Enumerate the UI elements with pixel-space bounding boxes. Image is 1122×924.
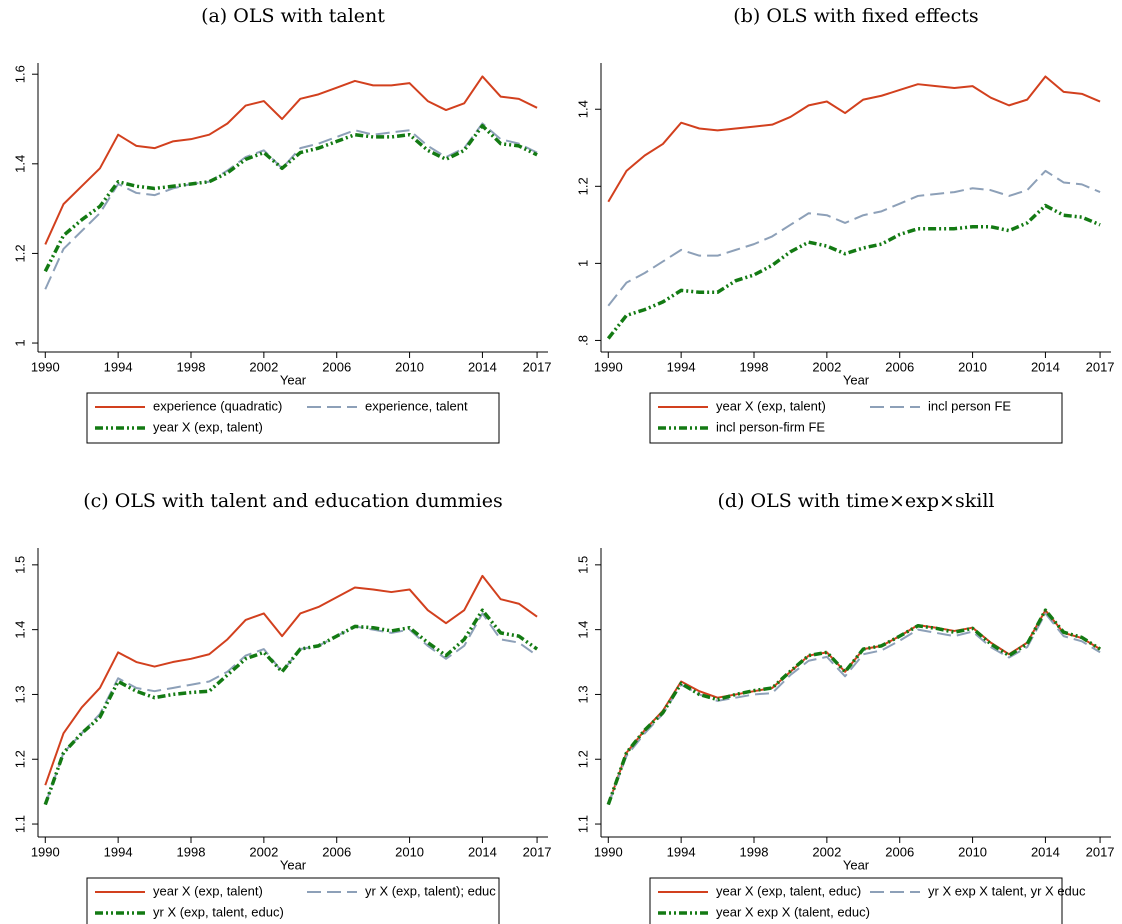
x-tick-label: 2006 — [885, 844, 914, 859]
legend-label: year X (exp, talent, educ) — [716, 883, 861, 898]
x-tick-label: 2014 — [1031, 359, 1060, 374]
series-line — [44, 574, 538, 786]
x-tick-label: 1994 — [667, 359, 696, 374]
y-tick-label: 1.3 — [12, 685, 27, 703]
x-axis-title: Year — [843, 372, 870, 387]
y-tick-label: 1 — [12, 339, 27, 346]
legend-box — [86, 392, 500, 444]
legend-label: yr X exp X talent, yr X educ — [928, 883, 1086, 898]
series-line — [44, 75, 538, 245]
x-tick-label: 1998 — [177, 844, 206, 859]
y-tick-label: 1 — [575, 260, 590, 267]
legend-label: yr X (exp, talent, educ) — [153, 904, 284, 919]
series-line — [606, 608, 1102, 806]
series-line — [606, 203, 1101, 340]
y-tick-label: .8 — [575, 335, 590, 346]
x-tick-label: 2002 — [812, 359, 841, 374]
panel-title: (b) OLS with fixed effects — [733, 5, 978, 27]
x-axis-title: Year — [280, 372, 307, 387]
x-tick-label: 2006 — [322, 359, 351, 374]
x-tick-label: 1990 — [31, 359, 60, 374]
legend-box — [86, 877, 500, 924]
series-line — [43, 608, 539, 806]
x-tick-label: 2006 — [322, 844, 351, 859]
x-tick-label: 2014 — [468, 359, 497, 374]
panel-title: (a) OLS with talent — [201, 5, 385, 27]
x-tick-label: 2010 — [395, 844, 424, 859]
y-tick-label: 1.2 — [12, 244, 27, 262]
legend-label: incl person FE — [928, 398, 1011, 413]
y-tick-label: 1.5 — [575, 556, 590, 574]
y-tick-label: 1.4 — [12, 621, 27, 639]
legend-label: yr X (exp, talent); educ — [365, 883, 496, 898]
y-tick-label: 1.2 — [575, 750, 590, 768]
series-line — [607, 609, 1101, 805]
y-tick-label: 1.3 — [575, 685, 590, 703]
legend-label: year X (exp, talent) — [716, 398, 826, 413]
y-tick-label: 1.1 — [575, 815, 590, 833]
panel-title: (c) OLS with talent and education dummie… — [83, 490, 503, 512]
x-tick-label: 1990 — [594, 844, 623, 859]
x-tick-label: 1994 — [667, 844, 696, 859]
y-tick-label: 1.5 — [12, 556, 27, 574]
series-line — [607, 169, 1101, 307]
x-axis-title: Year — [843, 857, 870, 872]
y-tick-label: 1.4 — [12, 155, 27, 173]
x-tick-label: 2002 — [249, 359, 278, 374]
legend-box — [649, 877, 1063, 924]
x-tick-label: 2014 — [1031, 844, 1060, 859]
legend-label: experience (quadratic) — [153, 398, 282, 413]
series-line — [44, 122, 538, 290]
legend-label: experience, talent — [365, 398, 468, 413]
x-tick-label: 2017 — [523, 844, 552, 859]
legend-box — [649, 392, 1063, 444]
x-tick-label: 2006 — [885, 359, 914, 374]
legend-label: year X exp X (talent, educ) — [716, 904, 870, 919]
y-tick-label: 1.1 — [12, 815, 27, 833]
y-tick-label: 1.4 — [575, 100, 590, 118]
x-axis-title: Year — [280, 857, 307, 872]
x-tick-label: 2002 — [812, 844, 841, 859]
x-tick-label: 2010 — [395, 359, 424, 374]
x-tick-label: 2010 — [958, 359, 987, 374]
x-tick-label: 2017 — [1086, 844, 1115, 859]
series-line — [607, 75, 1101, 203]
x-tick-label: 1998 — [177, 359, 206, 374]
x-tick-label: 2002 — [249, 844, 278, 859]
legend-label: year X (exp, talent) — [153, 883, 263, 898]
x-tick-label: 1990 — [594, 359, 623, 374]
panel-title: (d) OLS with time×exp×skill — [718, 490, 995, 512]
x-tick-label: 2017 — [1086, 359, 1115, 374]
y-tick-label: 1.6 — [12, 65, 27, 83]
legend-label: year X (exp, talent) — [153, 419, 263, 434]
x-tick-label: 1998 — [740, 359, 769, 374]
series-line — [43, 123, 538, 273]
x-tick-label: 2017 — [523, 359, 552, 374]
series-line — [44, 612, 538, 805]
x-tick-label: 1990 — [31, 844, 60, 859]
x-tick-label: 1994 — [104, 359, 133, 374]
y-tick-label: 1.4 — [575, 621, 590, 639]
x-tick-label: 2010 — [958, 844, 987, 859]
x-tick-label: 1998 — [740, 844, 769, 859]
legend-label: incl person-firm FE — [716, 419, 825, 434]
y-tick-label: 1.2 — [575, 177, 590, 195]
x-tick-label: 2014 — [468, 844, 497, 859]
x-tick-label: 1994 — [104, 844, 133, 859]
y-tick-label: 1.2 — [12, 750, 27, 768]
